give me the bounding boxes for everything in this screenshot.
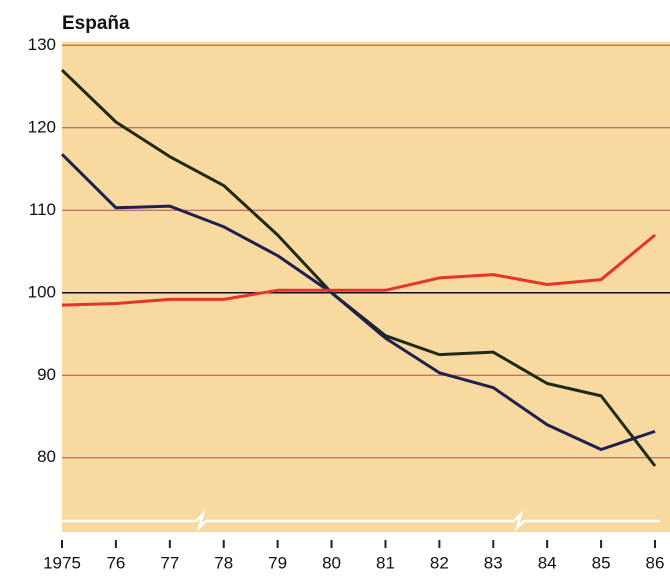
x-tick-label: 1975: [43, 553, 81, 572]
plot-background: [62, 42, 670, 532]
x-tick-label: 85: [592, 553, 611, 572]
x-tick-label: 81: [376, 553, 395, 572]
y-tick-label: 110: [29, 200, 56, 219]
y-tick-label: 130: [28, 35, 56, 54]
y-tick-label: 80: [37, 447, 56, 466]
y-tick-label: 120: [28, 117, 56, 136]
series-line: [60, 153, 656, 452]
x-tick-label: 80: [322, 553, 341, 572]
y-tick-label: 90: [37, 365, 56, 384]
x-tick-label: 84: [538, 553, 557, 572]
x-tick-label: 78: [214, 553, 233, 572]
y-tick-label: 100: [28, 282, 56, 301]
chart-title: España: [62, 13, 130, 34]
x-tick-label: 83: [484, 553, 503, 572]
x-tick-label: 76: [106, 553, 125, 572]
x-tick-label: 79: [268, 553, 287, 572]
axis-break: [62, 509, 660, 533]
x-tick-label: 77: [160, 553, 179, 572]
x-tick-label: 82: [430, 553, 449, 572]
x-tick-label: 86: [646, 553, 665, 572]
series-line: [61, 233, 656, 307]
